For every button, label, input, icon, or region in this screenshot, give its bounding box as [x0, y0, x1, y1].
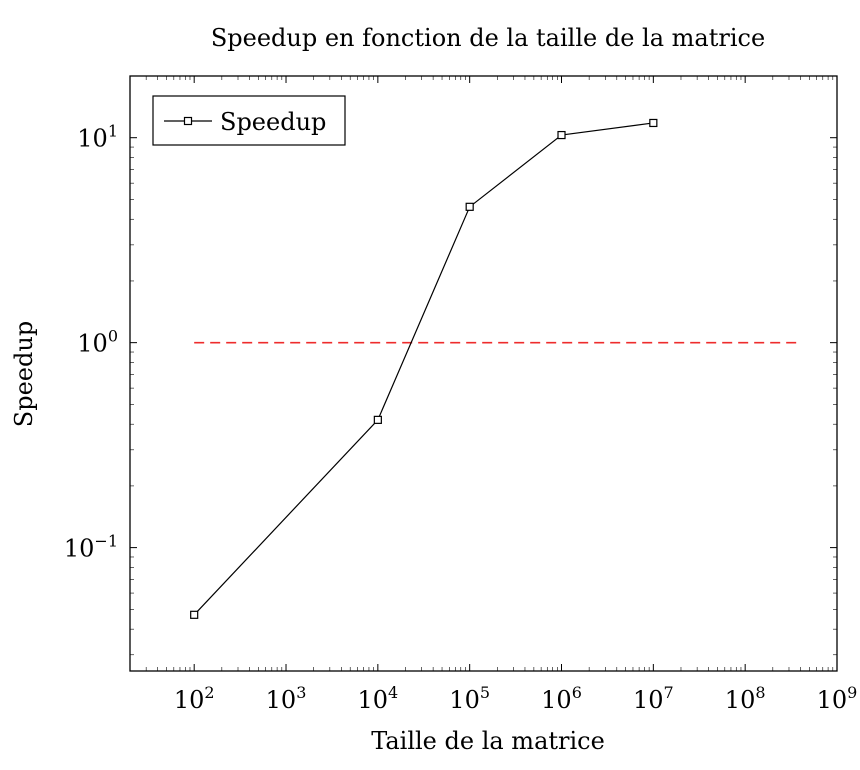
minor-ticks [130, 76, 837, 671]
x-tick-label: 103 [266, 683, 307, 714]
y-tick-labels: 10−1 100 101 [64, 122, 118, 563]
y-axis-label: Speedup [10, 321, 38, 427]
legend-label: Speedup [220, 108, 326, 136]
data-point [557, 130, 566, 140]
x-tick-label: 104 [357, 683, 398, 714]
series-markers [190, 118, 658, 619]
x-tick-label: 105 [449, 683, 490, 714]
major-ticks [130, 76, 838, 671]
y-tick-label: 10−1 [64, 532, 118, 563]
x-tick-label: 109 [817, 683, 858, 714]
data-point [190, 610, 199, 619]
series-line-speedup [193, 122, 654, 616]
x-tick-label: 108 [725, 683, 766, 714]
x-tick-label: 107 [633, 683, 674, 714]
plot-frame [129, 75, 838, 672]
chart-title: Speedup en fonction de la taille de la m… [211, 24, 765, 52]
legend: Speedup [152, 95, 346, 146]
x-tick-label: 106 [541, 683, 582, 714]
y-tick-label: 101 [77, 122, 118, 153]
x-tick-labels: 102 103 104 105 106 107 108 109 [174, 683, 858, 714]
legend-marker [183, 116, 193, 126]
data-point [373, 415, 382, 424]
y-tick-label: 100 [77, 327, 118, 358]
x-tick-label: 102 [174, 683, 215, 714]
data-point [649, 118, 658, 128]
x-axis-label: Taille de la matrice [371, 727, 605, 755]
data-point [465, 202, 474, 211]
